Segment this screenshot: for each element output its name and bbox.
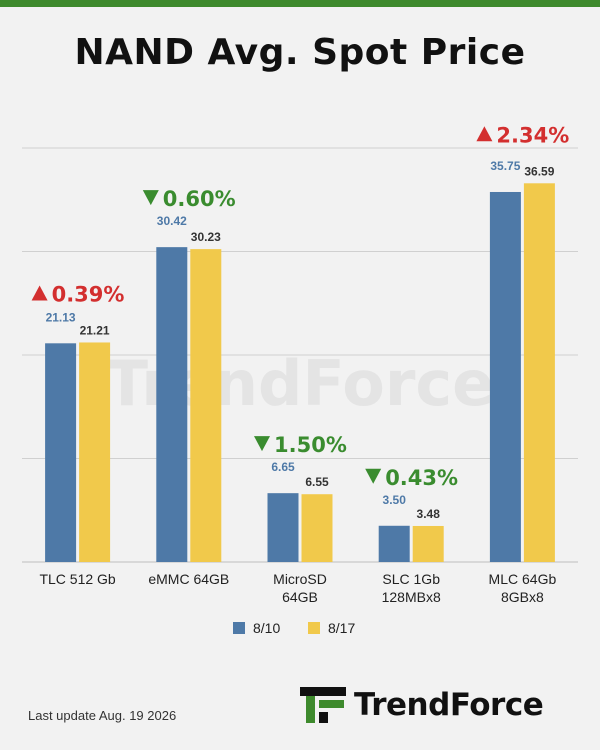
- change-annotation: 2.34%: [476, 123, 569, 147]
- bar-8-10: [156, 247, 188, 562]
- bar-8-17: [301, 494, 333, 562]
- up-triangle-icon: [31, 285, 48, 301]
- x-tick-label: TLC 512 Gb: [39, 571, 115, 587]
- trendforce-logo-mark-icon: [300, 687, 346, 723]
- data-label: 6.55: [305, 475, 329, 489]
- x-tick-label: 128MBx8: [382, 589, 441, 605]
- change-percent-label: 0.60%: [163, 187, 236, 211]
- down-triangle-icon: [142, 190, 159, 206]
- bar-chart: TrendForce 21.1321.2130.4230.236.656.553…: [22, 123, 578, 636]
- last-update-text: Last update Aug. 19 2026: [28, 708, 177, 723]
- x-tick-label: eMMC 64GB: [148, 571, 229, 587]
- data-label: 6.65: [271, 460, 295, 474]
- data-label: 36.59: [524, 164, 554, 178]
- change-percent-label: 0.43%: [385, 466, 458, 490]
- change-percent-label: 2.34%: [496, 123, 569, 147]
- x-tick-label: 64GB: [282, 589, 318, 605]
- bar-8-10: [45, 343, 77, 562]
- legend-label: 8/10: [253, 620, 280, 636]
- change-annotation: 0.43%: [365, 466, 458, 490]
- top-accent-bar: [0, 0, 600, 7]
- data-label: 35.75: [490, 159, 520, 173]
- legend-swatch: [233, 622, 245, 634]
- bar-8-10: [378, 525, 410, 562]
- x-tick-label: MicroSD: [273, 571, 327, 587]
- legend-swatch: [308, 622, 320, 634]
- down-triangle-icon: [254, 436, 270, 452]
- bar-8-17: [523, 183, 555, 562]
- bar-8-17: [190, 249, 222, 562]
- change-annotation: 0.39%: [31, 282, 125, 306]
- trendforce-logo-text: TrendForce: [354, 687, 544, 723]
- legend-label: 8/17: [328, 620, 355, 636]
- change-percent-label: 1.50%: [274, 433, 347, 457]
- data-label: 21.13: [46, 310, 76, 324]
- change-percent-label: 0.39%: [52, 282, 125, 306]
- data-label: 30.23: [191, 230, 221, 244]
- x-tick-label: SLC 1Gb: [382, 571, 440, 587]
- bar-8-10: [267, 493, 299, 562]
- down-triangle-icon: [365, 468, 382, 484]
- chart-title: NAND Avg. Spot Price: [74, 32, 526, 73]
- bar-8-10: [489, 191, 521, 563]
- change-annotation: 0.60%: [142, 187, 236, 211]
- data-label: 21.21: [80, 323, 110, 337]
- bar-8-17: [412, 525, 444, 562]
- x-tick-label: 8GBx8: [501, 589, 544, 605]
- data-label: 3.50: [383, 493, 407, 507]
- up-triangle-icon: [476, 126, 493, 142]
- data-label: 30.42: [157, 214, 187, 228]
- data-label: 3.48: [417, 507, 441, 521]
- change-annotation: 1.50%: [254, 433, 347, 457]
- x-tick-label: MLC 64Gb: [489, 571, 557, 587]
- trendforce-logo: TrendForce: [300, 683, 544, 727]
- bar-8-17: [79, 342, 111, 562]
